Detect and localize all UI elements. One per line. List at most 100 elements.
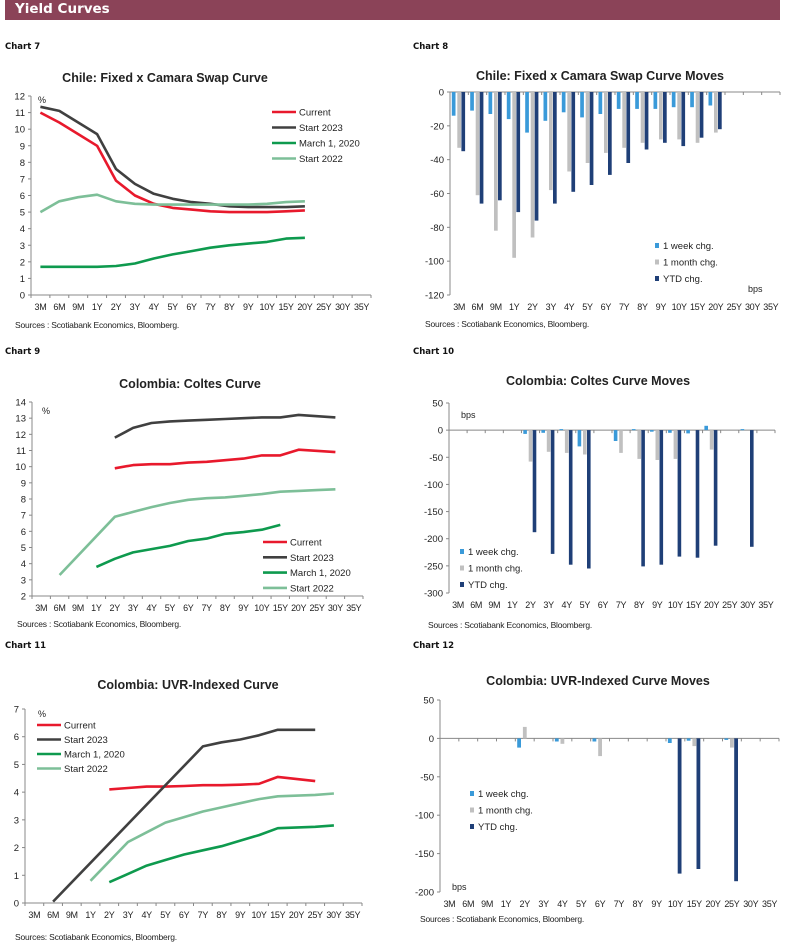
bar	[659, 430, 664, 565]
series-line	[39, 111, 305, 214]
x-tick-label: 4Y	[141, 910, 152, 920]
series-line	[39, 193, 305, 214]
bar	[568, 430, 573, 565]
chart-11-label: Chart 11	[5, 641, 47, 651]
y-tick-label: 8	[21, 495, 26, 506]
series-line	[40, 105, 305, 209]
legend-label: 1 month chg.	[478, 806, 533, 817]
bar	[695, 92, 700, 143]
x-tick-label: 30Y	[740, 600, 755, 610]
y-tick-label: -200	[415, 888, 434, 899]
chart-title: Chile: Fixed x Camara Swap Curve	[62, 71, 268, 85]
x-tick-label: 2Y	[527, 302, 538, 312]
y-tick-label: -100	[415, 811, 434, 822]
x-tick-label: 8Y	[637, 302, 648, 312]
unit-label: bps	[452, 882, 467, 892]
y-tick-label: 6	[20, 191, 25, 202]
x-tick-label: 2Y	[104, 910, 115, 920]
x-tick-label: 20Y	[289, 910, 304, 920]
bar	[635, 92, 639, 109]
y-tick-label: 8	[20, 158, 25, 169]
bar	[553, 92, 557, 204]
x-tick-label: 8Y	[633, 899, 644, 909]
chart-source: Sources : Scotiabank Economics, Bloomber…	[15, 320, 179, 330]
x-tick-label: 9M	[481, 899, 493, 909]
bar	[564, 430, 569, 453]
x-tick-label: 25Y	[727, 302, 742, 312]
x-tick-label: 7Y	[614, 899, 625, 909]
y-tick-label: 0	[20, 291, 25, 302]
x-tick-label: 15Y	[273, 603, 288, 613]
y-tick-label: 6	[21, 527, 26, 538]
x-tick-label: 30Y	[335, 302, 350, 312]
y-tick-label: -300	[424, 589, 443, 600]
y-tick-label: 4	[14, 788, 19, 799]
bar	[704, 425, 708, 431]
x-tick-label: 9Y	[243, 302, 254, 312]
y-tick-label: 4	[21, 559, 26, 570]
bar	[506, 92, 511, 120]
bar	[532, 430, 537, 533]
bar	[659, 92, 663, 140]
legend-label: Start 2022	[64, 764, 108, 775]
legend-swatch	[470, 791, 474, 796]
bar	[740, 429, 745, 431]
x-tick-label: 6M	[47, 910, 59, 920]
y-tick-label: 7	[14, 705, 19, 716]
x-tick-label: 20Y	[706, 899, 721, 909]
x-tick-label: 2Y	[111, 302, 122, 312]
chart-8: Chile: Fixed x Camara Swap Curve Moves -1…	[425, 69, 781, 329]
y-tick-label: 5	[21, 543, 26, 554]
unit-label: %	[38, 709, 46, 719]
y-tick-label: -200	[424, 534, 443, 545]
bar	[457, 92, 461, 148]
y-tick-label: 2	[21, 592, 26, 603]
x-tick-label: 4Y	[149, 302, 160, 312]
y-tick-label: -80	[430, 223, 444, 234]
legend-label: 1 week chg.	[468, 547, 519, 558]
x-tick-label: 9M	[72, 302, 84, 312]
bar	[479, 92, 484, 204]
y-tick-label: 1	[20, 274, 25, 285]
x-tick-label: 15Y	[686, 600, 701, 610]
y-tick-label: -100	[425, 257, 444, 268]
x-tick-label: 9Y	[235, 910, 246, 920]
bar	[714, 92, 718, 133]
x-tick-label: 3Y	[128, 603, 139, 613]
x-tick-label: 10Y	[668, 600, 683, 610]
x-tick-label: 25Y	[722, 600, 737, 610]
x-tick-label: 6M	[54, 603, 66, 613]
y-tick-label: 12	[14, 92, 25, 103]
legend-label: Start 2022	[290, 583, 334, 594]
legend-label: YTD chg.	[663, 274, 703, 285]
bar	[516, 92, 521, 213]
legend-swatch	[655, 259, 659, 265]
legend-label: Current	[290, 538, 322, 549]
bar	[699, 92, 704, 138]
y-tick-label: 9	[20, 141, 25, 152]
x-tick-label: 9Y	[651, 899, 662, 909]
x-tick-label: 7Y	[198, 910, 209, 920]
bar	[550, 430, 555, 554]
y-tick-label: 0	[439, 88, 444, 99]
bar	[523, 430, 527, 434]
x-tick-label: 9M	[488, 600, 500, 610]
bar	[549, 92, 553, 191]
legend-label: Current	[299, 108, 331, 119]
bar	[488, 92, 493, 114]
chart-10: Colombia: Coltes Curve Moves -300 -250 -200…	[424, 374, 776, 630]
bar	[616, 92, 621, 109]
unit-label: bps	[461, 410, 476, 420]
legend-label: March 1, 2020	[299, 139, 360, 150]
bar	[589, 92, 594, 185]
x-tick-label: 2Y	[520, 899, 531, 909]
chart-title: Colombia: Coltes Curve	[119, 377, 261, 391]
bar	[734, 738, 738, 882]
x-tick-label: 8Y	[220, 603, 231, 613]
x-tick-label: 9Y	[656, 302, 667, 312]
legend-label: 1 month chg.	[663, 258, 718, 269]
x-tick-label: 20Y	[297, 302, 312, 312]
chart-title: Colombia: Coltes Curve Moves	[506, 374, 690, 388]
x-tick-label: 6Y	[601, 302, 612, 312]
x-tick-label: 5Y	[582, 302, 593, 312]
